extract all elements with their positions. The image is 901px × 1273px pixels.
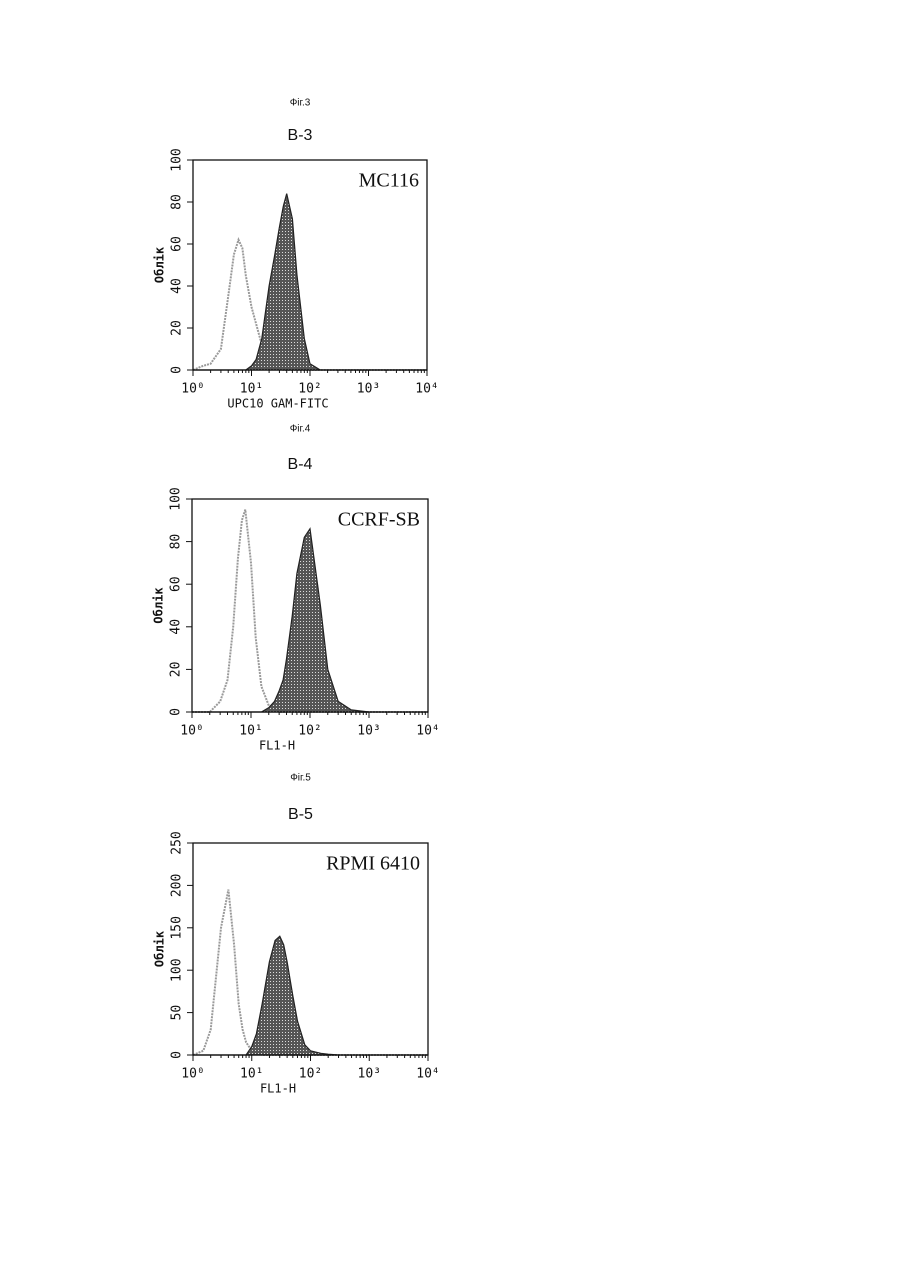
x-tick-label: 10² xyxy=(299,1067,322,1082)
y-tick-label: 40 xyxy=(169,619,184,635)
x-tick-label: 10¹ xyxy=(240,1067,263,1082)
y-axis-title: Облік xyxy=(152,587,166,624)
y-tick-label: 80 xyxy=(169,534,184,550)
y-tick-label: 0 xyxy=(170,1051,185,1059)
y-tick-label: 60 xyxy=(170,236,185,252)
x-tick-label: 10³ xyxy=(357,724,380,739)
x-tick-label: 10¹ xyxy=(239,724,262,739)
y-tick-label: 20 xyxy=(169,662,184,678)
x-axis-title: FL1-H xyxy=(259,739,295,753)
x-tick-label: 10⁰ xyxy=(180,724,203,739)
y-tick-label: 200 xyxy=(170,874,185,897)
y-tick-label: 100 xyxy=(169,487,184,510)
filled-histogram xyxy=(192,529,428,712)
chart-title: B-5 xyxy=(288,806,313,823)
x-tick-label: 10¹ xyxy=(240,382,263,397)
x-tick-label: 10² xyxy=(298,382,321,397)
control-histogram xyxy=(193,240,427,370)
plot-frame xyxy=(193,843,428,1055)
y-tick-label: 50 xyxy=(170,1005,185,1021)
page: Фіг.3 B-3 MC116 10⁰ 10¹ 10² 10³ 10⁴ UPC10 GAM-FI… xyxy=(0,0,901,1273)
chart-title: B-4 xyxy=(288,456,313,473)
x-tick-label: 10³ xyxy=(357,382,380,397)
sample-label: RPMI 6410 xyxy=(326,853,420,875)
y-axis-title: Облік xyxy=(153,930,167,967)
x-tick-label: 10⁴ xyxy=(415,382,438,397)
x-axis-title: UPC10 GAM-FITC xyxy=(227,397,328,411)
y-tick-label: 250 xyxy=(170,831,185,854)
sample-label: MC116 xyxy=(359,170,419,192)
x-tick-label: 10² xyxy=(298,724,321,739)
filled-histogram xyxy=(193,194,427,370)
figure-label: Фіг.3 xyxy=(290,98,311,109)
y-tick-label: 0 xyxy=(169,708,184,716)
x-tick-label: 10³ xyxy=(358,1067,381,1082)
y-tick-label: 100 xyxy=(170,958,185,981)
y-tick-label: 60 xyxy=(169,576,184,592)
x-tick-label: 10⁰ xyxy=(181,1067,204,1082)
sample-label: CCRF-SB xyxy=(338,509,420,531)
y-tick-label: 150 xyxy=(170,916,185,939)
x-tick-label: 10⁰ xyxy=(181,382,204,397)
x-tick-label: 10⁴ xyxy=(416,1067,439,1082)
y-tick-label: 80 xyxy=(170,194,185,210)
x-tick-label: 10⁴ xyxy=(416,724,439,739)
y-tick-label: 100 xyxy=(170,148,185,171)
y-axis-title: Облік xyxy=(153,246,167,283)
filled-histogram xyxy=(193,936,428,1055)
figure-label: Фіг.4 xyxy=(290,424,311,435)
y-tick-label: 0 xyxy=(170,366,185,374)
control-histogram xyxy=(193,890,428,1055)
chart-title: B-3 xyxy=(288,127,313,144)
x-axis-title: FL1-H xyxy=(260,1082,296,1096)
y-tick-label: 40 xyxy=(170,278,185,294)
figure-label: Фіг.5 xyxy=(290,773,311,784)
y-tick-label: 20 xyxy=(170,320,185,336)
